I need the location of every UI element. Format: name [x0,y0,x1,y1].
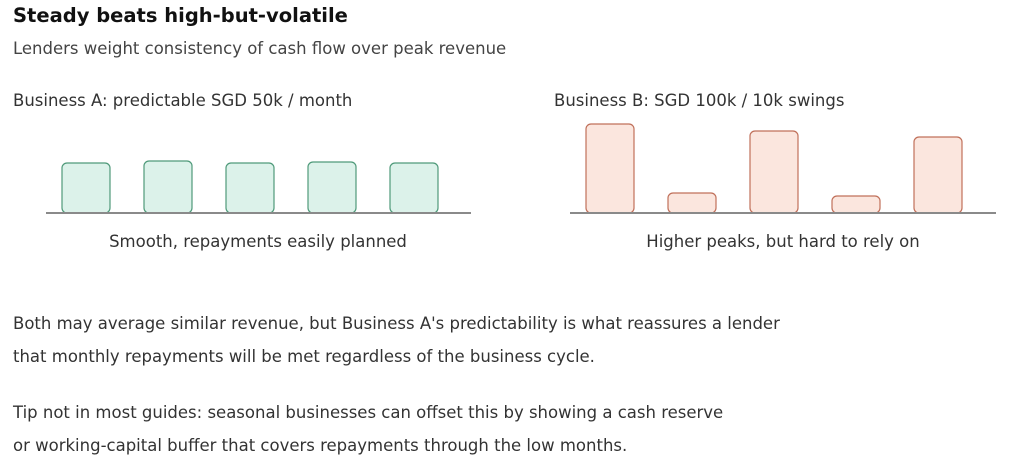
business-b-label: Business B: SGD 100k / 10k swings [554,91,845,110]
business-a-bar-chart [46,160,471,214]
business-a-caption: Smooth, repayments easily planned [109,232,407,251]
business-a-bar-4 [307,161,357,214]
explanation-line-1: Both may average similar revenue, but Bu… [13,314,780,333]
tip-paragraph: Tip not in most guides: seasonal busines… [13,396,723,462]
business-a-bar-2 [143,160,193,214]
page-title: Steady beats high-but-volatile [13,4,348,27]
business-b-bar-1 [585,123,635,214]
explanation-line-2: that monthly repayments will be met rega… [13,347,595,366]
tip-line-1: Tip not in most guides: seasonal busines… [13,403,724,422]
page-subtitle: Lenders weight consistency of cash flow … [13,39,507,58]
business-b-bar-4 [831,195,881,214]
business-a-bar-5 [389,162,439,214]
business-a-label: Business A: predictable SGD 50k / month [13,91,353,110]
business-b-bar-3 [749,130,799,214]
explanation-paragraph: Both may average similar revenue, but Bu… [13,307,780,373]
tip-line-2: or working-capital buffer that covers re… [13,436,628,455]
business-b-bar-5 [913,136,963,214]
business-b-caption: Higher peaks, but hard to rely on [646,232,920,251]
business-a-bar-3 [225,162,275,214]
business-b-bar-chart [570,123,996,214]
business-a-bar-1 [61,162,111,214]
business-b-bar-2 [667,192,717,214]
